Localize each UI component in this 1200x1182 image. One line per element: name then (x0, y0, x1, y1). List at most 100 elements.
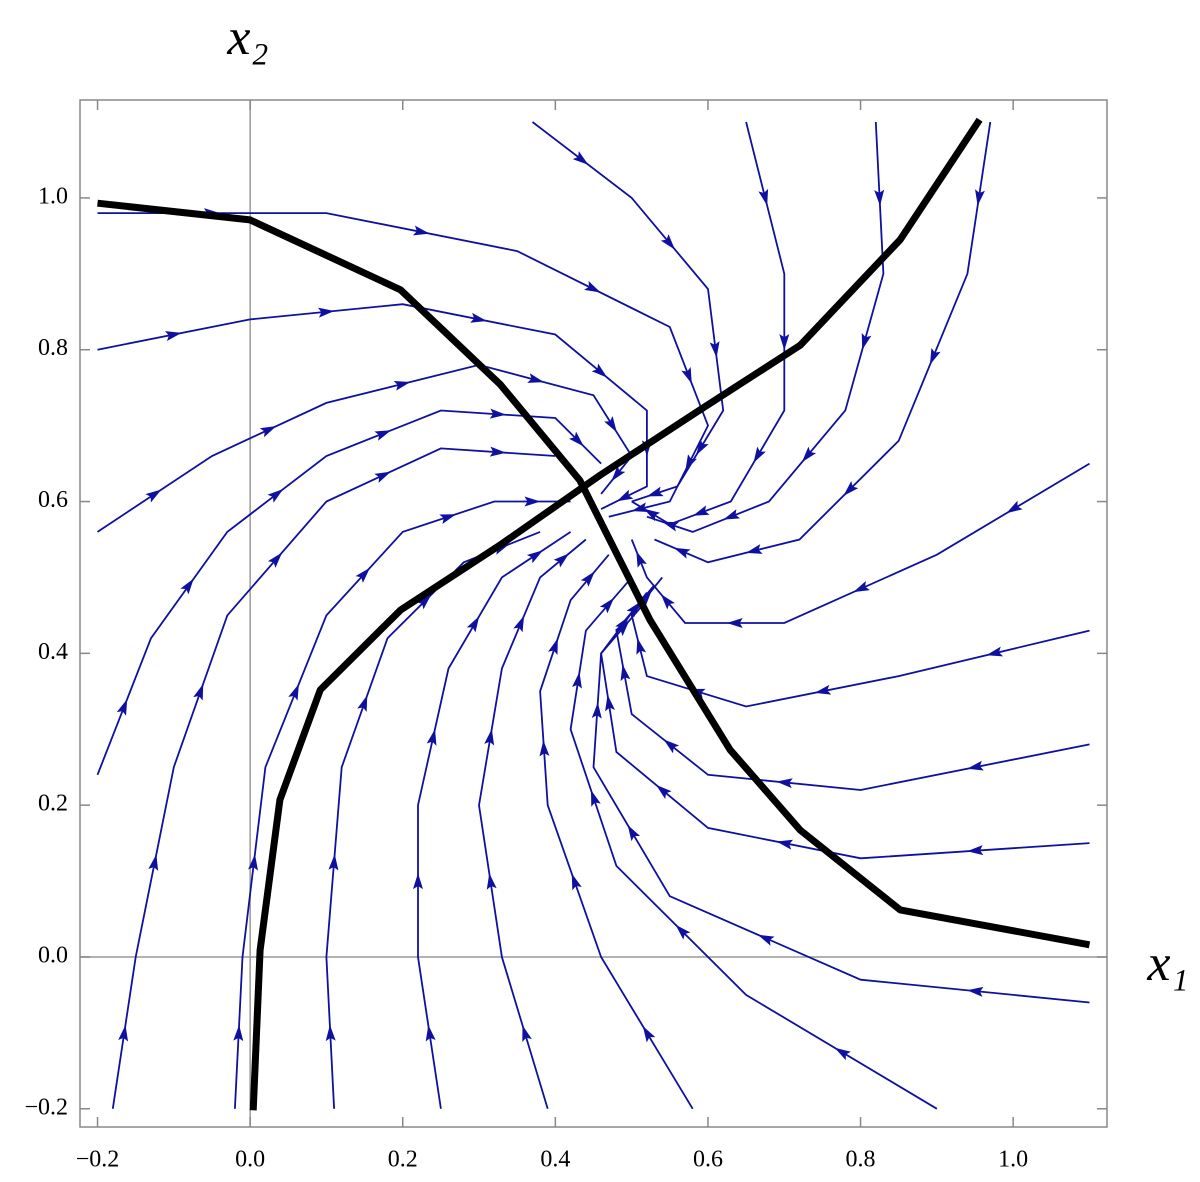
arrowhead (591, 363, 608, 378)
arrowhead (656, 784, 672, 799)
arrowhead (233, 1024, 244, 1042)
arrowhead (328, 854, 339, 871)
y-tick-label: 0.0 (38, 942, 68, 968)
arrowhead (548, 638, 558, 655)
streamline (417, 531, 572, 1109)
arrowhead (539, 740, 550, 757)
arrowhead (646, 486, 664, 497)
arrowhead (526, 550, 543, 564)
arrowhead (929, 347, 941, 365)
arrowhead (288, 683, 299, 701)
arrowhead (439, 514, 457, 524)
arrowhead (696, 438, 709, 456)
arrowhead (248, 854, 259, 871)
arrowhead (776, 778, 793, 789)
streamline (325, 531, 541, 1109)
arrowhead (614, 620, 630, 637)
arrowhead (874, 189, 885, 206)
arrowhead (572, 671, 582, 689)
arrowhead (426, 728, 437, 746)
arrowhead (801, 446, 817, 463)
arrowhead (425, 1024, 436, 1042)
nullcline (249, 117, 983, 1111)
arrowhead (758, 188, 769, 206)
arrowhead (681, 367, 692, 384)
x-tick-label: 0.0 (235, 1147, 265, 1173)
arrowhead (569, 431, 584, 447)
streamline (96, 409, 602, 776)
arrowhead (580, 571, 595, 587)
arrowhead (627, 824, 641, 842)
nullcline (97, 199, 1091, 949)
streamline (654, 121, 992, 564)
arrowhead (779, 334, 790, 351)
arrowhead (660, 234, 675, 250)
y-tick-label: 0.8 (38, 335, 68, 361)
arrowhead (193, 683, 204, 701)
x-tick-label: 1.0 (998, 1147, 1028, 1173)
streamline (97, 303, 648, 510)
arrowhead (524, 496, 541, 507)
arrowhead (374, 430, 392, 441)
arrowhead (620, 664, 631, 682)
streamline (615, 584, 1090, 791)
arrowhead (637, 590, 652, 606)
y-tick-label: 0.4 (38, 639, 68, 665)
arrowhead (745, 544, 763, 554)
arrowhead (355, 567, 370, 583)
arrowhead (572, 151, 589, 165)
arrowhead (590, 790, 601, 807)
arrowhead (413, 873, 423, 890)
arrowhead (967, 845, 984, 856)
arrowhead (604, 416, 617, 433)
arrowhead (660, 594, 675, 610)
arrowhead (723, 509, 741, 520)
arrowhead (466, 616, 480, 633)
streamline (631, 121, 786, 526)
arrowhead (180, 578, 194, 595)
arrowhead (571, 873, 582, 891)
arrowhead (986, 646, 1004, 657)
arrowhead (616, 489, 634, 502)
arrowhead (553, 553, 570, 568)
arrowhead (584, 280, 601, 293)
arrowhead (357, 695, 368, 712)
arrowhead (643, 508, 661, 522)
arrowhead (776, 839, 794, 850)
arrowhead (489, 408, 507, 419)
streamline (234, 500, 571, 1109)
streamline (539, 554, 694, 1110)
plot-frame (79, 99, 1108, 1128)
y-tick-label: 0.2 (38, 791, 68, 817)
x-tick-label: 0.4 (540, 1147, 570, 1173)
arrowhead (692, 505, 710, 516)
arrowhead (145, 489, 162, 503)
arrowhead (967, 986, 984, 997)
arrowhead (975, 189, 985, 206)
arrowhead (484, 728, 495, 746)
arrowhead (259, 426, 277, 438)
arrowhead (843, 481, 859, 496)
x-tick-label: 0.2 (388, 1147, 418, 1173)
arrowhead (861, 333, 872, 350)
arrowhead (726, 618, 743, 628)
y-tick-label: 1.0 (38, 183, 68, 209)
arrowhead (522, 1025, 532, 1043)
streamline (97, 212, 709, 518)
arrowhead (374, 471, 391, 483)
arrowhead (393, 380, 411, 391)
arrowhead (470, 312, 487, 323)
arrowhead (626, 601, 641, 618)
arrowhead (489, 446, 507, 457)
y-tick-label: 0.6 (38, 487, 68, 513)
arrowhead (416, 594, 432, 610)
arrowhead (675, 924, 691, 940)
y-axis-title: x₂ (226, 9, 268, 66)
arrowhead (814, 684, 832, 695)
arrowhead (599, 597, 615, 614)
arrowhead (118, 1024, 129, 1042)
y-tick-label: −0.2 (24, 1094, 68, 1120)
arrowhead (605, 694, 615, 712)
streamline (630, 576, 1090, 708)
